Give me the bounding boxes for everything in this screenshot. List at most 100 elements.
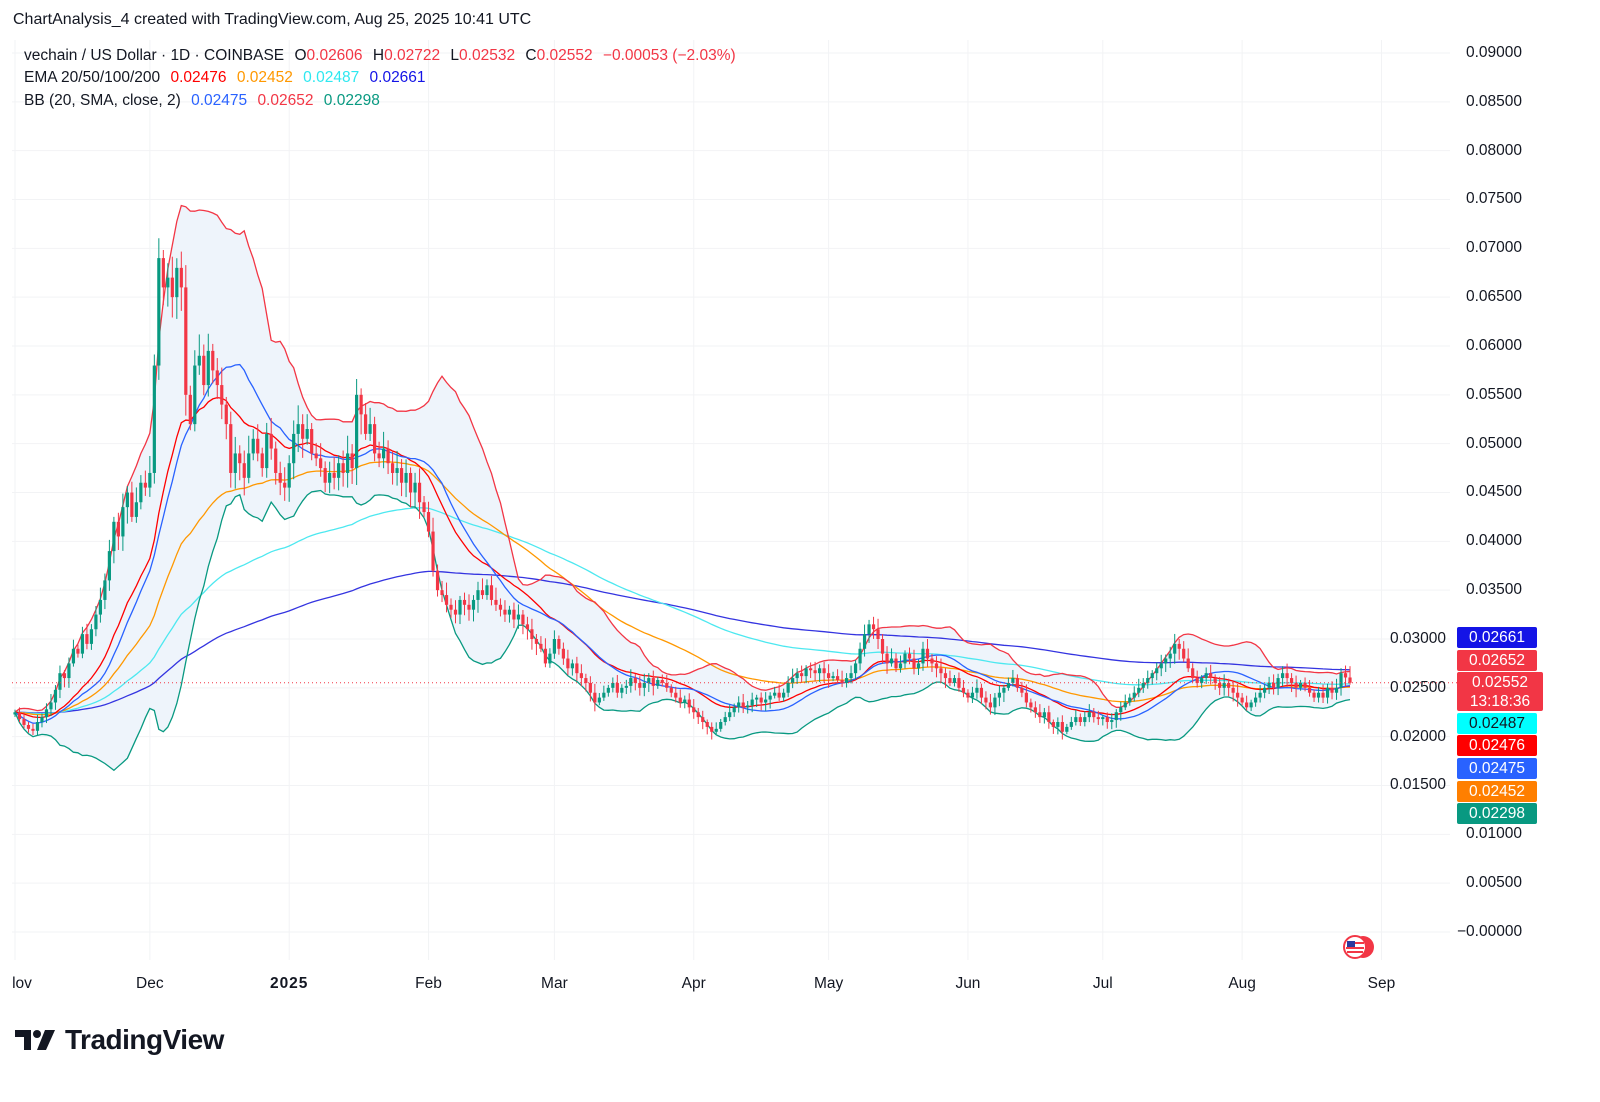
candle-body: [1173, 643, 1177, 654]
candle: [202, 344, 206, 396]
ema-legend[interactable]: EMA 20/50/100/200 0.02476 0.02452 0.0248…: [24, 69, 432, 87]
candle: [1020, 681, 1024, 698]
candle: [764, 692, 768, 711]
candle: [269, 417, 273, 460]
candle: [184, 265, 188, 416]
candle: [1060, 715, 1064, 740]
time-tick-label: Apr: [681, 975, 706, 992]
candle: [381, 431, 386, 469]
time-tick-label: 2025: [269, 975, 309, 992]
candle-body: [795, 673, 799, 679]
candle: [26, 721, 31, 733]
time-tick-label: Aug: [1228, 975, 1256, 992]
price-badge-value: 0.02487: [1468, 714, 1526, 732]
ema20-value: 0.02476: [170, 69, 227, 86]
candle-body: [1159, 663, 1163, 669]
candle-body: [768, 695, 772, 700]
candle-body: [516, 614, 521, 620]
candle: [943, 668, 948, 688]
bollinger-band-fill: [15, 205, 1350, 771]
candle: [22, 712, 26, 729]
candle-body: [355, 394, 359, 469]
candle-body: [224, 404, 228, 425]
candle: [759, 692, 763, 711]
candle-body: [831, 676, 835, 679]
candle: [1123, 694, 1127, 711]
candle: [723, 711, 727, 726]
candle: [907, 647, 912, 665]
candle-body: [377, 453, 381, 459]
candle-body: [826, 673, 831, 679]
price-tick-label: 0.02500: [1390, 678, 1447, 696]
candle-body: [247, 453, 251, 478]
candle: [701, 710, 705, 730]
candle-body: [310, 429, 314, 454]
candle-body: [408, 472, 413, 493]
candle-body: [161, 258, 165, 288]
candle-body: [184, 287, 188, 395]
candle: [835, 669, 840, 684]
price-badge-value: 0.02661: [1468, 629, 1526, 646]
candle: [1002, 684, 1006, 702]
price-tick-label: 0.06500: [1466, 288, 1523, 306]
bb-lower-value: 0.02298: [323, 92, 380, 109]
candle-body: [471, 599, 476, 610]
candle-body: [597, 697, 601, 703]
candle-body: [1276, 678, 1280, 688]
price-tick-label: 0.07000: [1466, 239, 1523, 257]
candle: [480, 578, 485, 600]
price-badge-value: 0.02652: [1468, 651, 1526, 669]
candle: [287, 455, 291, 502]
candle: [13, 709, 17, 718]
candle: [449, 598, 453, 618]
candle: [112, 516, 116, 564]
candle: [435, 564, 440, 597]
candle: [952, 675, 957, 687]
candle-body: [925, 648, 930, 659]
candle: [503, 600, 507, 622]
candle: [1011, 669, 1015, 687]
bb-legend[interactable]: BB (20, SMA, close, 2) 0.02475 0.02652 0…: [24, 92, 386, 110]
candle-body: [966, 692, 970, 698]
candle-body: [903, 653, 907, 664]
candle: [593, 683, 597, 712]
candle: [35, 714, 40, 736]
candle: [579, 664, 583, 687]
ema100-line: [14, 507, 1350, 715]
candle-body: [260, 453, 264, 469]
candle: [1231, 681, 1235, 702]
candle: [1132, 686, 1136, 702]
close-label: C: [525, 47, 537, 64]
candle: [53, 685, 58, 710]
candle: [1348, 666, 1352, 685]
candle: [1092, 707, 1096, 723]
candle: [1074, 709, 1078, 726]
candle: [674, 686, 678, 703]
tradingview-logo-icon: [15, 1030, 55, 1050]
candle: [314, 442, 318, 467]
candle: [242, 450, 246, 496]
candle-body: [1339, 673, 1343, 688]
candle: [521, 609, 525, 635]
candle-body: [193, 365, 197, 425]
tradingview-logo[interactable]: TradingView: [15, 1024, 224, 1056]
price-badge-value: 0.02552: [1471, 674, 1529, 692]
price-tick-label: 0.03000: [1390, 629, 1447, 647]
candle-body: [1334, 687, 1339, 693]
candle-body: [809, 668, 813, 671]
candle: [71, 639, 76, 667]
candle: [534, 634, 539, 656]
candle-body: [1078, 717, 1082, 723]
candle-body: [1155, 668, 1159, 674]
candle: [390, 450, 395, 485]
candle: [453, 600, 458, 624]
candle: [984, 691, 988, 710]
open-label: O: [294, 47, 307, 64]
candle-body: [489, 585, 494, 600]
candle: [139, 475, 143, 510]
candle-body: [1060, 722, 1064, 732]
candle-body: [593, 692, 597, 703]
candle-body: [467, 604, 471, 610]
candle-body: [1245, 702, 1249, 708]
